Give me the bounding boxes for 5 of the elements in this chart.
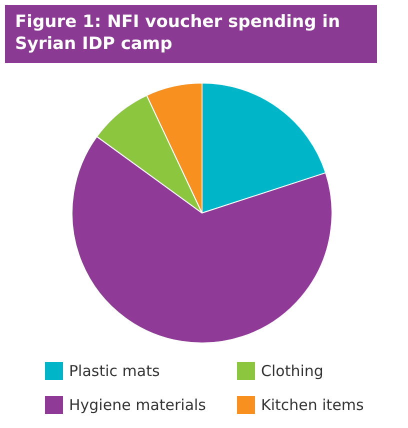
legend-label: Kitchen items bbox=[261, 396, 364, 414]
legend-label: Hygiene materials bbox=[69, 396, 206, 414]
legend-label: Clothing bbox=[261, 362, 324, 380]
legend-label: Plastic mats bbox=[69, 362, 160, 380]
chart-title: Figure 1: NFI voucher spending in Syrian IDP camp bbox=[5, 5, 377, 63]
